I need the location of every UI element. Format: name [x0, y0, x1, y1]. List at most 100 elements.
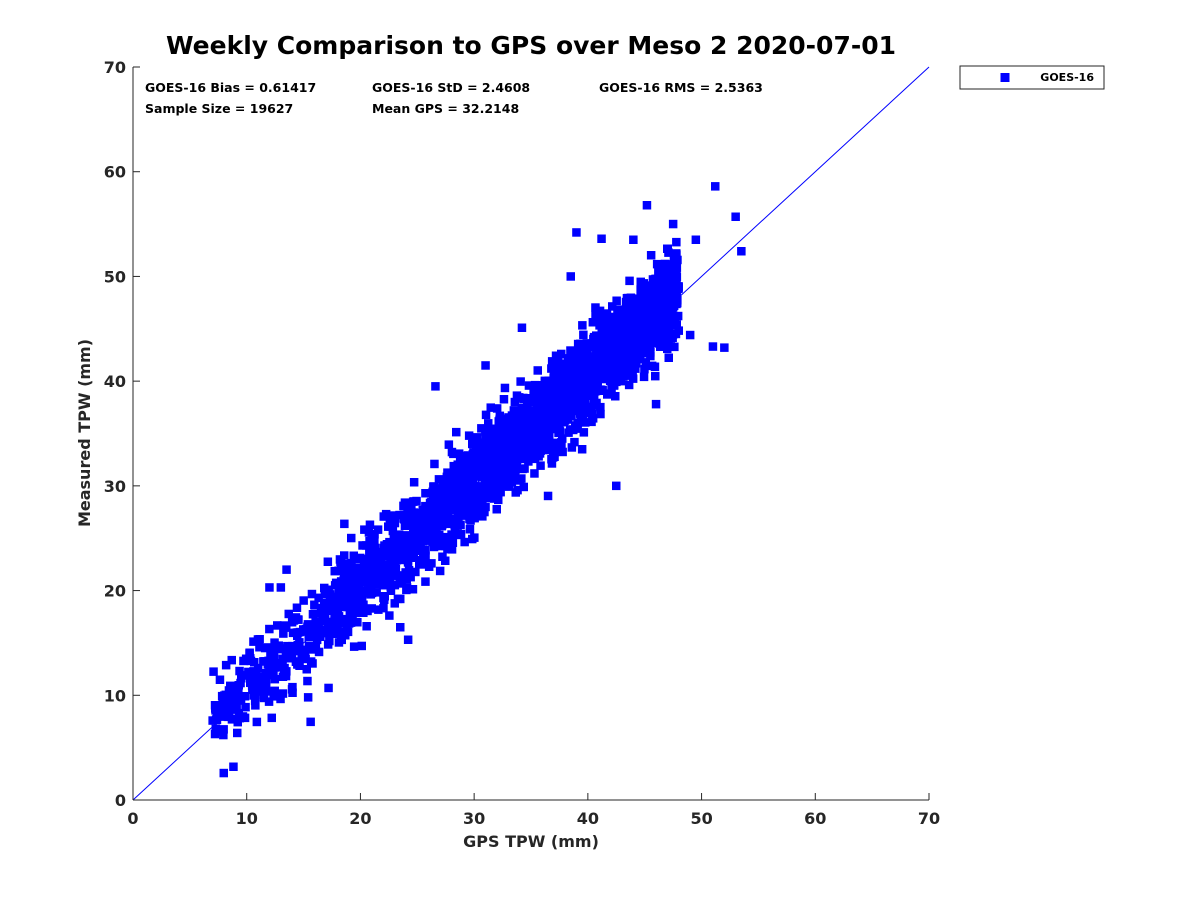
data-point [617, 335, 626, 344]
data-point [489, 433, 498, 443]
y-axis-label: Measured TPW (mm) [75, 339, 94, 527]
data-point [564, 359, 573, 368]
data-point [376, 549, 386, 558]
chart-title: Weekly Comparison to GPS over Meso 2 202… [166, 31, 896, 60]
data-point [465, 474, 474, 483]
data-point [578, 385, 587, 395]
data-point [434, 475, 444, 484]
data-point [232, 693, 241, 702]
data-point [280, 663, 289, 673]
data-point [612, 317, 621, 327]
data-point [581, 418, 590, 427]
data-points [208, 182, 746, 778]
data-point [269, 692, 278, 701]
data-point [241, 654, 251, 663]
x-tick-label: 40 [577, 809, 599, 828]
data-point [652, 276, 661, 285]
data-point [270, 638, 279, 647]
data-point [536, 461, 545, 470]
data-point [307, 589, 317, 599]
data-point [511, 471, 520, 480]
data-point [349, 551, 358, 560]
data-point [486, 446, 496, 456]
data-point [304, 632, 313, 641]
data-point [561, 375, 570, 384]
data-point [332, 616, 342, 625]
data-point [480, 466, 490, 476]
data-point [579, 428, 589, 437]
data-point [386, 573, 395, 582]
data-point [641, 316, 650, 326]
y-tick-label: 70 [104, 58, 126, 77]
data-point [226, 688, 236, 698]
data-point [500, 476, 510, 485]
data-point [210, 701, 220, 710]
data-point [273, 621, 282, 630]
data-point [505, 439, 515, 448]
data-point [234, 681, 243, 690]
data-point [585, 378, 595, 387]
data-point [661, 308, 670, 317]
data-point [691, 235, 701, 244]
legend-marker [1000, 73, 1010, 82]
data-point [596, 339, 606, 349]
data-point [358, 576, 367, 585]
data-point [380, 595, 389, 604]
data-point [267, 713, 276, 723]
data-point [484, 419, 493, 428]
data-point [575, 362, 585, 371]
data-point [651, 399, 661, 409]
data-point [566, 346, 575, 355]
data-point [419, 545, 428, 554]
data-point [421, 489, 430, 498]
data-point [430, 482, 439, 491]
data-point [461, 500, 470, 509]
data-point [349, 642, 359, 651]
data-point [249, 673, 258, 683]
data-point [330, 629, 339, 638]
data-point [418, 518, 428, 528]
data-point [266, 670, 276, 680]
data-point [387, 511, 396, 520]
data-point [390, 599, 399, 608]
data-point [547, 384, 557, 393]
data-point [253, 663, 263, 673]
data-point [513, 444, 522, 453]
y-tick-label: 50 [104, 267, 126, 286]
data-point [627, 306, 636, 315]
data-point [385, 611, 394, 620]
data-point [613, 322, 622, 332]
y-tick-label: 20 [104, 582, 126, 601]
data-point [559, 400, 568, 409]
data-point [437, 521, 447, 531]
data-point [537, 436, 546, 446]
data-point [540, 376, 550, 386]
data-point [578, 347, 587, 356]
data-point [670, 285, 679, 294]
data-point [737, 247, 746, 256]
data-point [287, 642, 296, 652]
data-point [280, 668, 289, 677]
data-point [279, 629, 288, 638]
data-point [365, 584, 374, 593]
data-point [488, 424, 498, 433]
data-point [409, 497, 419, 506]
data-point [314, 647, 324, 657]
data-point [209, 667, 218, 676]
data-point [386, 568, 396, 578]
data-point [332, 595, 342, 604]
data-point [636, 348, 645, 358]
data-point [303, 693, 313, 702]
stat-rms: GOES-16 RMS = 2.5363 [599, 80, 763, 95]
data-point [530, 380, 540, 390]
data-point [538, 429, 547, 438]
data-point [549, 373, 558, 382]
data-point [431, 382, 440, 391]
data-point [330, 581, 340, 590]
data-point [463, 451, 473, 460]
data-point [598, 363, 608, 373]
data-point [525, 449, 535, 458]
data-point [605, 373, 614, 383]
data-point [414, 540, 423, 549]
data-point [253, 635, 263, 644]
